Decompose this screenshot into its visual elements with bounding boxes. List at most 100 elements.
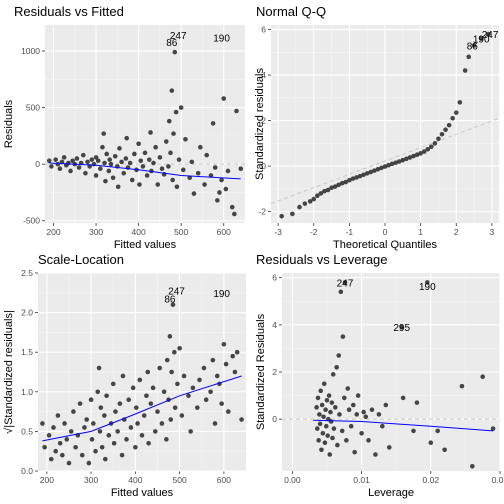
scale-location-point — [86, 460, 92, 466]
normal-qq-point — [396, 159, 402, 164]
residuals-vs-fitted-point — [124, 135, 130, 141]
residuals-vs-leverage-point — [335, 442, 340, 448]
residuals-vs-fitted-point — [104, 151, 110, 157]
residuals-vs-fitted-point — [49, 164, 54, 169]
scale-location-x-tick-label: 300 — [84, 475, 98, 485]
scale-location-point-label: 247 — [168, 286, 185, 297]
normal-qq-point — [318, 191, 324, 196]
normal-qq-point — [478, 36, 484, 41]
residuals-vs-leverage-point — [355, 393, 361, 398]
residuals-vs-leverage-point-label: 190 — [419, 282, 436, 293]
residuals-vs-fitted-point — [208, 173, 214, 178]
scale-location-point — [120, 373, 126, 379]
residuals-vs-fitted-point — [195, 170, 201, 176]
normal-qq-point — [339, 180, 345, 186]
residuals-vs-leverage-point — [339, 428, 345, 434]
scale-location-x-tick-label: 600 — [217, 475, 231, 485]
residuals-vs-fitted-point — [106, 168, 112, 174]
scale-location-point — [164, 357, 170, 363]
scale-location-point — [150, 385, 156, 391]
residuals-vs-fitted-point — [80, 152, 86, 158]
residuals-vs-fitted-point — [144, 173, 150, 178]
residuals-vs-leverage-point — [323, 423, 329, 429]
residuals-vs-leverage-point — [337, 412, 342, 417]
residuals-vs-leverage-point — [325, 433, 330, 438]
residuals-vs-leverage-point — [330, 372, 336, 377]
scale-location-point — [155, 409, 160, 414]
scale-location-point — [89, 437, 95, 442]
residuals-vs-leverage-point — [348, 423, 354, 429]
residuals-vs-fitted-point — [142, 150, 148, 156]
normal-qq-point — [462, 68, 468, 73]
residuals-vs-fitted-point — [229, 204, 235, 210]
scale-location-point — [169, 369, 174, 375]
scale-location-point — [232, 369, 238, 375]
normal-qq-point — [421, 149, 427, 154]
normal-qq-point — [379, 165, 384, 171]
residuals-vs-leverage-point — [490, 426, 496, 431]
normal-qq-point — [382, 164, 388, 169]
scale-location-point — [145, 369, 151, 375]
residuals-vs-leverage-point — [359, 430, 364, 436]
residuals-vs-fitted-point — [74, 156, 80, 161]
scale-location-point — [175, 381, 180, 387]
scale-location-point — [170, 302, 176, 307]
scale-location-y-tick-label: 0.5 — [21, 426, 33, 436]
normal-qq-point — [343, 179, 349, 185]
scale-location-point — [115, 429, 120, 434]
scale-location-point — [104, 393, 109, 399]
residuals-vs-leverage-point — [480, 374, 485, 380]
normal-qq-y-tick-label: 4 — [261, 70, 266, 80]
residuals-vs-leverage-point — [425, 280, 430, 285]
residuals-vs-leverage-point — [330, 435, 335, 441]
residuals-vs-leverage-point — [317, 421, 323, 427]
normal-qq-point — [466, 54, 472, 60]
residuals-vs-fitted-x-tick-label: 200 — [46, 227, 60, 237]
residuals-vs-fitted-point — [189, 159, 195, 165]
scale-location-point — [62, 421, 67, 426]
scale-location-point — [181, 373, 187, 379]
residuals-vs-fitted-point — [170, 177, 175, 183]
residuals-vs-leverage-point — [411, 428, 416, 434]
residuals-vs-fitted-point — [146, 157, 152, 162]
scale-location-point — [111, 440, 117, 446]
normal-qq-point — [297, 204, 302, 210]
normal-qq-title: Normal Q-Q — [256, 4, 326, 19]
residuals-vs-fitted-point — [198, 144, 203, 150]
residuals-vs-fitted-point — [173, 109, 179, 115]
residuals-vs-leverage-x-tick-label: 0.03 — [492, 475, 504, 485]
residuals-vs-fitted-point — [107, 157, 112, 162]
scale-location-point — [97, 429, 103, 434]
normal-qq-point — [407, 155, 413, 160]
normal-qq-point — [471, 43, 477, 48]
residuals-vs-fitted-point — [127, 160, 133, 166]
normal-qq-y-axis-title: Standardized residuals — [254, 68, 266, 180]
scale-location-point — [133, 405, 139, 410]
residuals-vs-leverage-point-label: 247 — [337, 278, 354, 289]
residuals-vs-leverage-point — [363, 414, 369, 420]
scale-location-point — [172, 405, 178, 410]
scale-location-point — [223, 361, 229, 367]
residuals-vs-fitted-point — [234, 108, 239, 114]
scale-location-point — [152, 429, 158, 434]
residuals-vs-fitted-point-label: 247 — [170, 31, 187, 42]
residuals-vs-leverage-point — [373, 452, 378, 457]
residuals-vs-leverage-point — [321, 414, 326, 420]
scale-location-point — [88, 397, 94, 403]
residuals-vs-fitted-point — [100, 144, 105, 150]
normal-qq-point — [429, 144, 434, 150]
normal-qq-point — [350, 176, 356, 181]
residuals-vs-leverage-y-tick-label: 0 — [272, 414, 277, 424]
scale-location-point — [57, 440, 63, 446]
residuals-vs-leverage-point — [399, 324, 405, 330]
scale-location-point — [212, 421, 218, 426]
scale-location-point — [208, 389, 213, 395]
normal-qq-point — [325, 187, 331, 193]
residuals-vs-fitted-y-tick-label: 500 — [26, 103, 40, 113]
residuals-vs-fitted-point — [137, 182, 142, 187]
residuals-vs-fitted-point — [121, 170, 127, 176]
scale-location-point — [95, 389, 101, 395]
residuals-vs-leverage-point — [459, 383, 465, 389]
